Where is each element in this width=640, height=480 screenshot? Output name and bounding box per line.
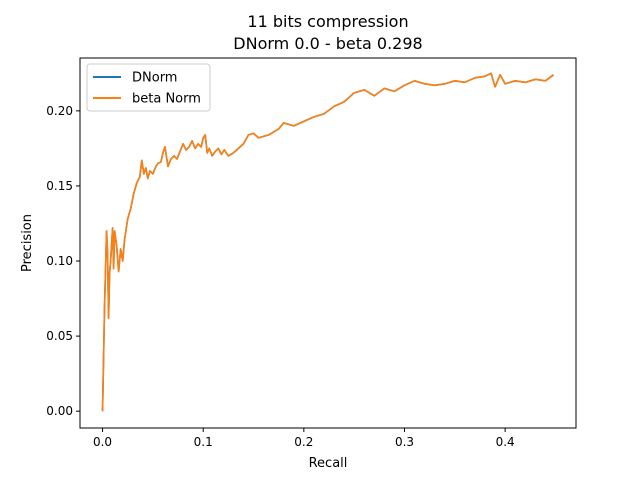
legend-label-dnorm: DNorm [132, 71, 177, 86]
x-axis-label: Recall [309, 456, 348, 471]
legend: DNorm beta Norm [86, 63, 211, 112]
y-axis-label: Precision [20, 214, 35, 272]
x-tick-label: 0.4 [496, 435, 515, 449]
x-axis-ticks: 0.0 0.1 0.2 0.3 0.4 [93, 428, 515, 449]
legend-box [86, 63, 211, 112]
y-tick-label: 0.15 [46, 179, 73, 193]
plot-frame [79, 57, 577, 429]
y-tick-label: 0.10 [46, 254, 73, 268]
x-tick-label: 0.2 [294, 435, 313, 449]
y-tick-label: 0.05 [46, 329, 73, 343]
series-line-beta-norm [101, 72, 554, 412]
series-group [101, 72, 554, 412]
x-tick-label: 0.1 [194, 435, 213, 449]
x-tick-label: 0.3 [395, 435, 414, 449]
legend-label-beta-norm: beta Norm [132, 92, 201, 107]
chart-title: 11 bits compression [247, 12, 408, 31]
y-tick-label: 0.20 [46, 104, 73, 118]
y-axis-ticks: 0.00 0.05 0.10 0.15 0.20 [46, 104, 80, 418]
y-tick-label: 0.00 [46, 404, 73, 418]
plot-area [79, 57, 577, 429]
x-tick-label: 0.0 [93, 435, 112, 449]
chart-subtitle: DNorm 0.0 - beta 0.298 [233, 34, 422, 53]
